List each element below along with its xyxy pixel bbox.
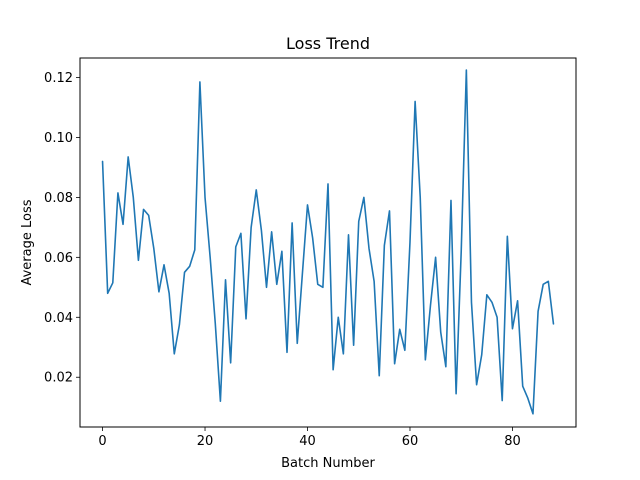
x-tick-label: 20	[197, 434, 214, 449]
x-axis-label: Batch Number	[281, 456, 375, 471]
x-tick-label: 80	[504, 434, 521, 449]
y-tick-label: 0.06	[44, 251, 73, 266]
y-tick-label: 0.04	[44, 311, 73, 326]
y-tick-label: 0.12	[44, 71, 73, 86]
tick-layer: 0 20 40 60 80 0.02 0.04 0.06 0.08 0.10 0.12	[44, 71, 521, 449]
y-tick-label: 0.02	[44, 371, 73, 386]
y-axis-label: Average Loss	[20, 199, 35, 285]
plot-area	[101, 69, 555, 415]
axes-frame	[79, 57, 577, 428]
x-tick-label: 40	[299, 434, 316, 449]
y-tick-label: 0.08	[44, 191, 73, 206]
chart-title: Loss Trend	[286, 34, 370, 53]
x-tick-label: 0	[98, 434, 106, 449]
x-tick-label: 60	[402, 434, 419, 449]
series-line-0	[101, 69, 555, 415]
y-tick-label: 0.10	[44, 131, 73, 146]
